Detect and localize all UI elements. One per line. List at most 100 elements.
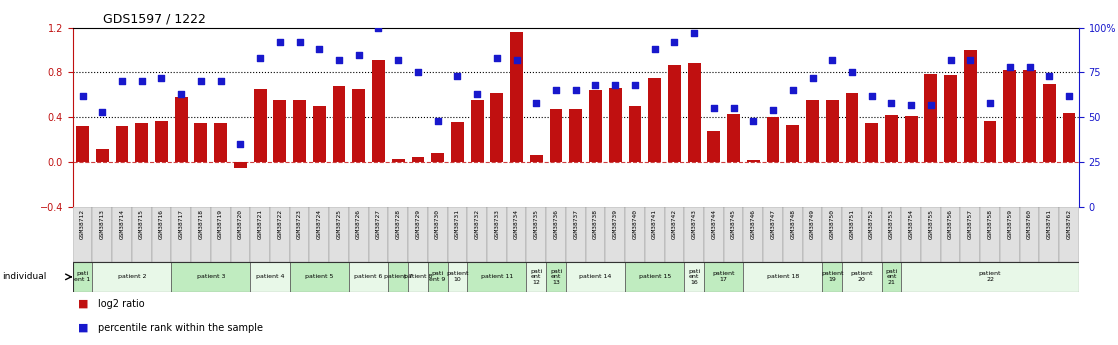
Bar xyxy=(547,262,566,292)
Text: pati
ent
16: pati ent 16 xyxy=(688,268,700,285)
Bar xyxy=(506,207,527,262)
Bar xyxy=(547,207,566,262)
Point xyxy=(902,102,920,108)
Text: percentile rank within the sample: percentile rank within the sample xyxy=(98,323,264,333)
Bar xyxy=(945,75,957,162)
Bar xyxy=(293,100,306,162)
Bar xyxy=(806,100,818,162)
Point xyxy=(843,70,861,75)
Point xyxy=(764,107,781,113)
Point xyxy=(113,79,131,84)
Bar xyxy=(609,88,622,162)
Bar xyxy=(310,207,329,262)
Bar xyxy=(743,262,823,292)
Point xyxy=(428,118,446,124)
Point xyxy=(192,79,210,84)
Bar xyxy=(1043,83,1055,162)
Text: GSM38739: GSM38739 xyxy=(613,209,618,239)
Text: GSM38731: GSM38731 xyxy=(455,209,459,239)
Text: GSM38760: GSM38760 xyxy=(1027,209,1032,239)
Text: GSM38728: GSM38728 xyxy=(396,209,400,239)
Bar xyxy=(980,207,999,262)
Bar xyxy=(76,126,89,162)
Bar xyxy=(73,262,93,292)
Text: GSM38726: GSM38726 xyxy=(357,209,361,239)
Bar xyxy=(648,78,661,162)
Bar xyxy=(1040,207,1059,262)
Bar xyxy=(447,207,467,262)
Point xyxy=(231,141,249,147)
Text: GSM38738: GSM38738 xyxy=(593,209,598,239)
Bar xyxy=(823,262,842,292)
Text: GSM38724: GSM38724 xyxy=(316,209,322,239)
Bar xyxy=(174,97,188,162)
Bar xyxy=(684,262,704,292)
Bar xyxy=(1004,70,1016,162)
Text: patient
17: patient 17 xyxy=(712,272,735,282)
Text: pati
ent 9: pati ent 9 xyxy=(429,272,446,282)
Text: GSM38745: GSM38745 xyxy=(731,209,736,239)
Text: GSM38717: GSM38717 xyxy=(179,209,183,239)
Point xyxy=(626,82,644,88)
Bar xyxy=(471,100,484,162)
Point xyxy=(93,109,111,115)
Point xyxy=(882,100,900,106)
Text: patient
19: patient 19 xyxy=(821,272,843,282)
Bar xyxy=(93,207,112,262)
Text: patient 8: patient 8 xyxy=(404,274,433,279)
Point xyxy=(528,100,546,106)
Point xyxy=(271,39,288,45)
Text: GSM38756: GSM38756 xyxy=(948,209,954,239)
Bar xyxy=(862,207,882,262)
Text: GSM38762: GSM38762 xyxy=(1067,209,1071,239)
Text: patient 4: patient 4 xyxy=(256,274,284,279)
Bar xyxy=(274,100,286,162)
Text: GSM38734: GSM38734 xyxy=(514,209,519,239)
Bar xyxy=(960,207,980,262)
Text: GSM38722: GSM38722 xyxy=(277,209,283,239)
Point xyxy=(784,88,802,93)
Point xyxy=(961,57,979,63)
Bar xyxy=(333,86,345,162)
Point xyxy=(370,25,388,30)
Bar xyxy=(428,207,447,262)
Bar xyxy=(901,207,921,262)
Text: GSM38758: GSM38758 xyxy=(987,209,993,239)
Point xyxy=(547,88,565,93)
Bar xyxy=(885,115,898,162)
Bar xyxy=(447,262,467,292)
Bar xyxy=(487,207,506,262)
Bar xyxy=(527,262,547,292)
Bar xyxy=(408,207,428,262)
Text: GSM38749: GSM38749 xyxy=(811,209,815,239)
Text: patient 5: patient 5 xyxy=(305,274,333,279)
Bar xyxy=(625,262,684,292)
Bar xyxy=(645,207,664,262)
Bar xyxy=(152,207,171,262)
Bar xyxy=(408,262,428,292)
Text: GSM38747: GSM38747 xyxy=(770,209,776,239)
Text: GSM38751: GSM38751 xyxy=(850,209,854,239)
Bar xyxy=(882,262,901,292)
Bar xyxy=(451,122,464,162)
Bar xyxy=(747,160,760,162)
Point xyxy=(665,39,683,45)
Bar xyxy=(984,121,996,162)
Bar xyxy=(215,123,227,162)
Point xyxy=(350,52,368,57)
Text: GSM38742: GSM38742 xyxy=(672,209,676,239)
Text: patient
22: patient 22 xyxy=(979,272,1002,282)
Bar xyxy=(467,262,527,292)
Bar xyxy=(313,106,325,162)
Point xyxy=(804,75,822,81)
Bar xyxy=(467,207,487,262)
Text: GSM38720: GSM38720 xyxy=(238,209,243,239)
Point xyxy=(705,106,723,111)
Bar xyxy=(234,162,247,168)
Bar xyxy=(901,262,1079,292)
Text: patient
20: patient 20 xyxy=(851,272,873,282)
Text: GSM38744: GSM38744 xyxy=(711,209,717,239)
Bar xyxy=(96,149,108,162)
Text: GSM38713: GSM38713 xyxy=(100,209,105,239)
Text: GSM38737: GSM38737 xyxy=(574,209,578,239)
